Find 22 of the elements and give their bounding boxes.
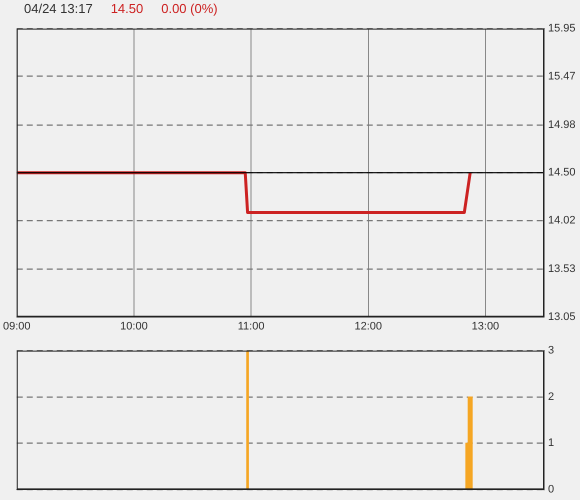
y-tick-label: 2 — [548, 390, 554, 403]
y-tick-label: 15.47 — [548, 70, 576, 82]
y-tick-label: 14.50 — [548, 166, 576, 179]
x-tick-label: 10:00 — [120, 320, 148, 332]
y-tick-label: 3 — [548, 344, 554, 357]
y-tick-label: 0 — [548, 483, 554, 496]
x-tick-label: 11:00 — [238, 320, 264, 332]
bar — [246, 350, 249, 490]
bar — [468, 396, 470, 490]
y-tick-label: 1 — [548, 437, 554, 450]
x-tick-label: 12:00 — [354, 320, 382, 332]
text: 14.50 — [110, 1, 144, 16]
y-tick-label: 15.95 — [548, 22, 576, 35]
bar — [470, 396, 473, 490]
y-tick-label: 13.05 — [548, 310, 576, 323]
text: 0.00 (0%) — [161, 1, 218, 16]
x-tick-label: 09:00 — [3, 320, 31, 332]
y-tick-label: 13.53 — [548, 263, 576, 276]
y-tick-label: 14.98 — [548, 119, 576, 132]
y-tick-label: 14.02 — [548, 214, 576, 226]
x-tick-label: 13:00 — [472, 320, 500, 332]
chart-title: 04/24 13:17 — [24, 1, 93, 16]
